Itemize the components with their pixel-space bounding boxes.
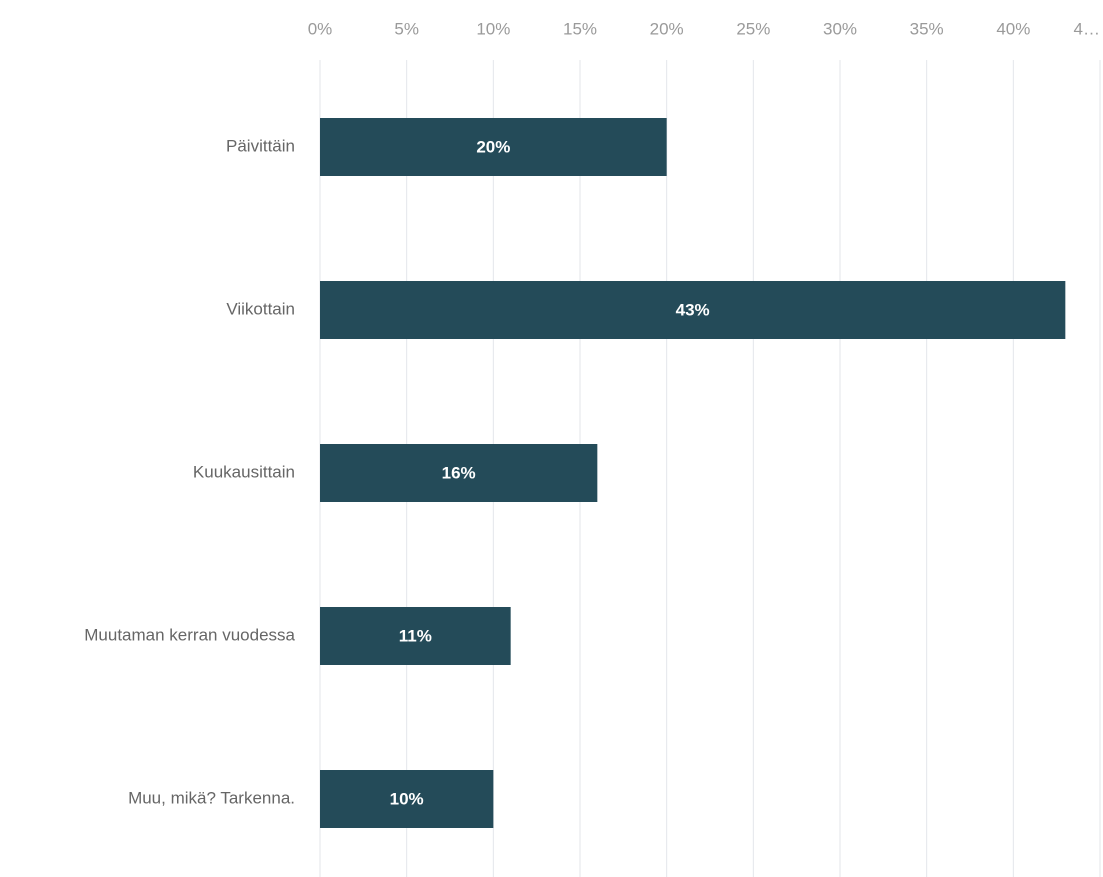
x-tick-label: 15%	[563, 19, 597, 38]
x-tick-label: 20%	[650, 19, 684, 38]
category-label: Viikottain	[226, 299, 295, 318]
value-label: 10%	[390, 789, 424, 808]
value-label: 43%	[676, 300, 710, 319]
bar	[320, 118, 667, 176]
category-label: Muu, mikä? Tarkenna.	[128, 788, 295, 807]
bar	[320, 444, 598, 502]
category-label: Päivittäin	[226, 136, 295, 155]
bar	[320, 281, 1066, 339]
bar	[320, 770, 494, 828]
value-label: 20%	[476, 137, 510, 156]
x-tick-label: 10%	[476, 19, 510, 38]
x-tick-label: 40%	[996, 19, 1030, 38]
x-tick-label: 4…	[1074, 19, 1100, 38]
value-label: 11%	[399, 626, 432, 645]
bar	[320, 607, 511, 665]
x-tick-label: 35%	[910, 19, 944, 38]
x-tick-label: 0%	[308, 19, 333, 38]
category-label: Kuukausittain	[193, 462, 295, 481]
x-tick-label: 5%	[394, 19, 419, 38]
x-tick-label: 25%	[736, 19, 770, 38]
value-label: 16%	[442, 463, 476, 482]
category-label: Muutaman kerran vuodessa	[84, 625, 295, 644]
x-tick-label: 30%	[823, 19, 857, 38]
